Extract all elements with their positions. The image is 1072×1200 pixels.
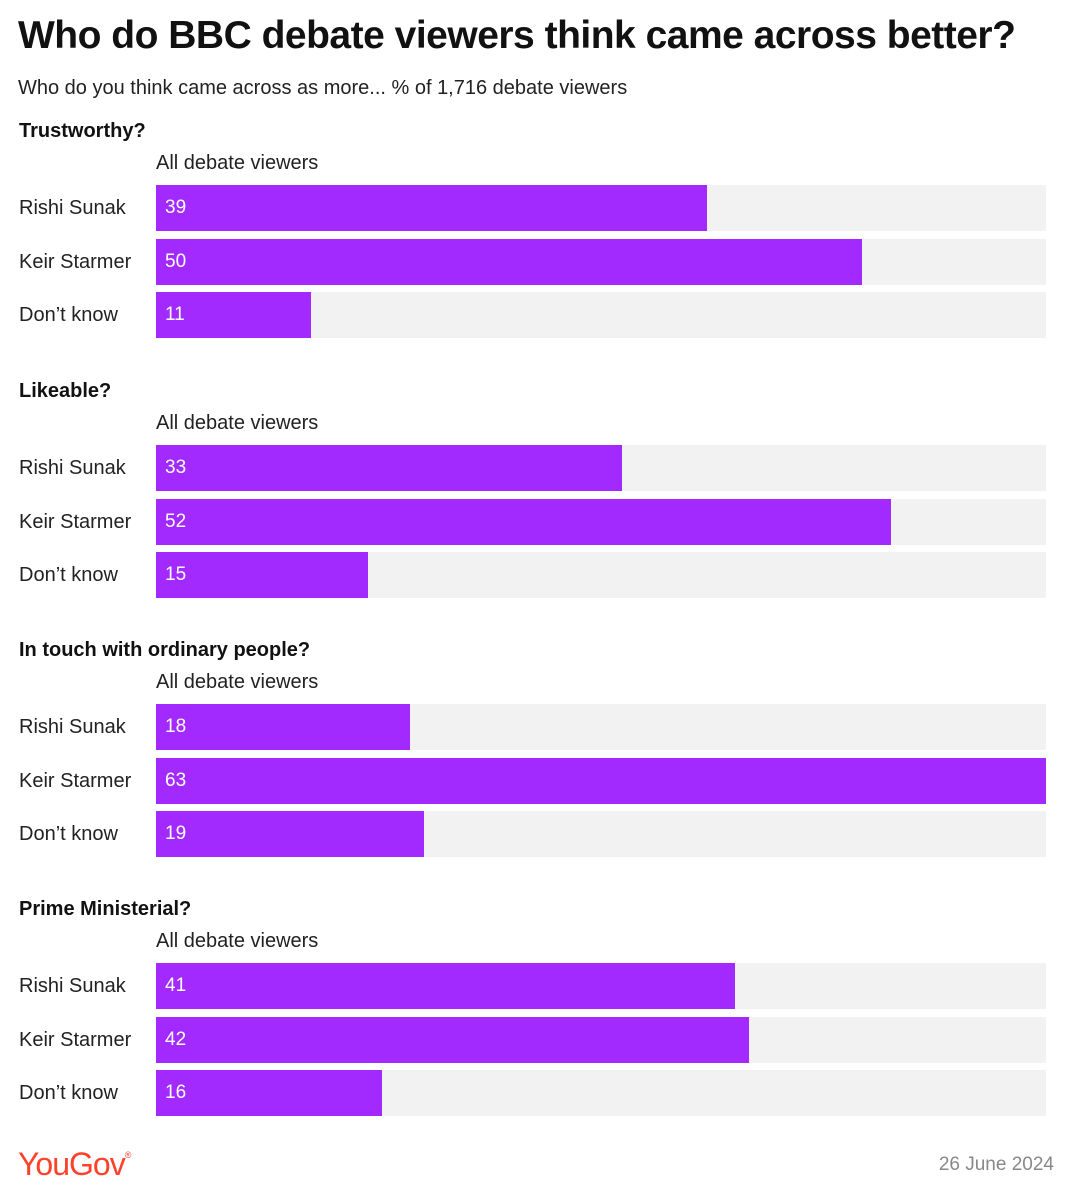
group-label: All debate viewers bbox=[156, 152, 319, 174]
bar-row: Keir Starmer 50 bbox=[0, 239, 1072, 285]
bar-row: Rishi Sunak 39 bbox=[0, 185, 1072, 231]
data-label: 33 bbox=[165, 457, 187, 478]
bar-row: Keir Starmer 52 bbox=[0, 499, 1072, 545]
group-label: All debate viewers bbox=[156, 412, 319, 434]
data-label: 50 bbox=[165, 251, 187, 272]
bar-row: Rishi Sunak 41 bbox=[0, 963, 1072, 1009]
bar-track: 42 bbox=[156, 1017, 1046, 1063]
data-label: 41 bbox=[165, 975, 187, 996]
bar-row: Don’t know 11 bbox=[0, 292, 1072, 338]
bar-track: 19 bbox=[156, 811, 1046, 857]
bar: 16 bbox=[156, 1070, 382, 1116]
bar: 11 bbox=[156, 292, 311, 338]
publication-date: 26 June 2024 bbox=[938, 1154, 1054, 1175]
data-label: 16 bbox=[165, 1082, 187, 1103]
bar-track: 50 bbox=[156, 239, 1046, 285]
chart-panel: Trustworthy? All debate viewers Rishi Suna… bbox=[0, 120, 1072, 340]
bar: 42 bbox=[156, 1017, 749, 1063]
bar-track: 15 bbox=[156, 552, 1046, 598]
panel-title: In touch with ordinary people? bbox=[19, 639, 311, 661]
category-label: Keir Starmer bbox=[19, 251, 132, 273]
data-label: 39 bbox=[165, 197, 187, 218]
chart-panel: In touch with ordinary people? All debate… bbox=[0, 639, 1072, 859]
bar-row: Rishi Sunak 18 bbox=[0, 704, 1072, 750]
category-label: Rishi Sunak bbox=[19, 716, 126, 738]
group-label: All debate viewers bbox=[156, 930, 319, 952]
bar-track: 33 bbox=[156, 445, 1046, 491]
category-label: Don’t know bbox=[19, 304, 118, 326]
bar-track: 41 bbox=[156, 963, 1046, 1009]
bar: 52 bbox=[156, 499, 891, 545]
data-label: 52 bbox=[165, 511, 187, 532]
data-label: 19 bbox=[165, 823, 187, 844]
data-label: 63 bbox=[165, 770, 187, 791]
category-label: Rishi Sunak bbox=[19, 457, 126, 479]
category-label: Keir Starmer bbox=[19, 511, 132, 533]
data-label: 42 bbox=[165, 1029, 187, 1050]
category-label: Don’t know bbox=[19, 823, 118, 845]
bar: 39 bbox=[156, 185, 707, 231]
category-label: Rishi Sunak bbox=[19, 975, 126, 997]
bar: 41 bbox=[156, 963, 735, 1009]
bar: 33 bbox=[156, 445, 622, 491]
panel-title: Prime Ministerial? bbox=[19, 898, 192, 920]
bar: 50 bbox=[156, 239, 862, 285]
bar-row: Don’t know 19 bbox=[0, 811, 1072, 857]
chart-subtitle: Who do you think came across as more... … bbox=[18, 77, 628, 99]
bar: 15 bbox=[156, 552, 368, 598]
bar-track: 16 bbox=[156, 1070, 1046, 1116]
bar-track: 11 bbox=[156, 292, 1046, 338]
bar-row: Keir Starmer 42 bbox=[0, 1017, 1072, 1063]
bar-track: 18 bbox=[156, 704, 1046, 750]
group-label: All debate viewers bbox=[156, 671, 319, 693]
bar-track: 39 bbox=[156, 185, 1046, 231]
data-label: 15 bbox=[165, 564, 187, 585]
chart-panel: Likeable? All debate viewers Rishi Sunak 33… bbox=[0, 380, 1072, 600]
bar: 63 bbox=[156, 758, 1046, 804]
bar-track: 63 bbox=[156, 758, 1046, 804]
category-label: Rishi Sunak bbox=[19, 197, 126, 219]
category-label: Don’t know bbox=[19, 564, 118, 586]
category-label: Keir Starmer bbox=[19, 770, 132, 792]
bar: 18 bbox=[156, 704, 410, 750]
yougov-logo: YouGov® bbox=[18, 1146, 131, 1182]
bar-row: Don’t know 15 bbox=[0, 552, 1072, 598]
bar-track: 52 bbox=[156, 499, 1046, 545]
category-label: Don’t know bbox=[19, 1082, 118, 1104]
data-label: 11 bbox=[165, 304, 185, 325]
category-label: Keir Starmer bbox=[19, 1029, 132, 1051]
chart-panel: Prime Ministerial? All debate viewers Rish… bbox=[0, 898, 1072, 1118]
panel-title: Trustworthy? bbox=[19, 120, 146, 142]
bar-row: Keir Starmer 63 bbox=[0, 758, 1072, 804]
chart-title: Who do BBC debate viewers think came acr… bbox=[18, 14, 1016, 57]
panel-title: Likeable? bbox=[19, 380, 112, 402]
bar: 19 bbox=[156, 811, 424, 857]
bar-row: Don’t know 16 bbox=[0, 1070, 1072, 1116]
data-label: 18 bbox=[165, 716, 187, 737]
bar-row: Rishi Sunak 33 bbox=[0, 445, 1072, 491]
